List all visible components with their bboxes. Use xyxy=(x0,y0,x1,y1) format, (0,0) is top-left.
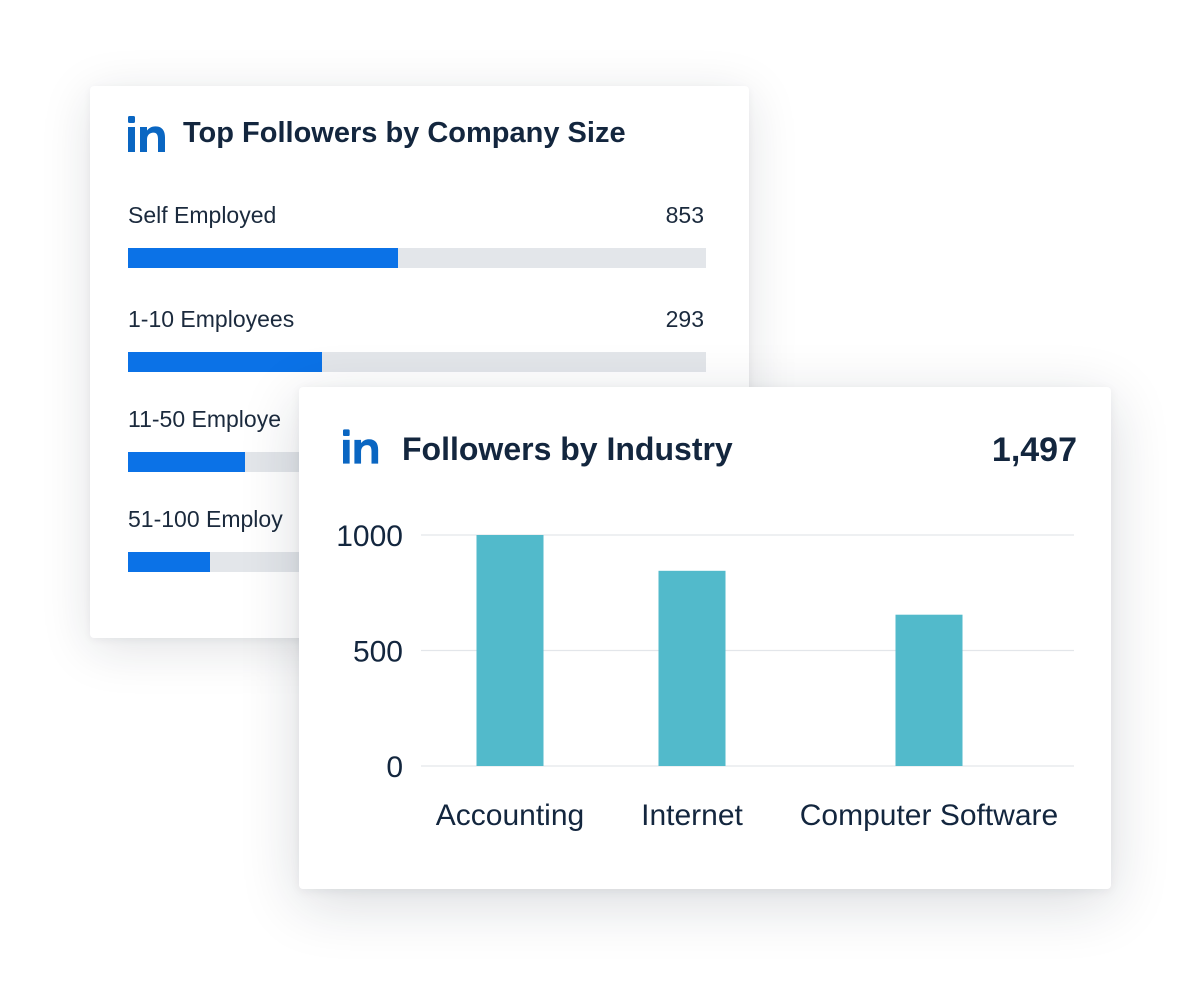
linkedin-icon xyxy=(128,116,165,152)
x-category-label: Accounting xyxy=(436,799,584,832)
industry-bar-chart: 0 500 1000 Accounting Internet Computer Softw… xyxy=(336,520,1074,832)
company-size-label: 51-100 Employ xyxy=(128,506,283,532)
company-size-track xyxy=(128,248,706,268)
company-size-bar xyxy=(128,552,210,572)
industry-bar xyxy=(658,570,726,766)
x-category-label: Internet xyxy=(641,799,743,832)
company-size-label: 11-50 Employe xyxy=(128,406,281,432)
company-size-label: 1-10 Employees xyxy=(128,306,295,332)
industry-title: Followers by Industry xyxy=(402,431,733,467)
x-category-label: Computer Software xyxy=(800,799,1058,832)
y-tick-label: 500 xyxy=(353,636,403,669)
company-size-row: Self Employed 853 xyxy=(128,202,706,272)
industry-bar xyxy=(476,535,544,766)
company-size-bar xyxy=(128,452,245,472)
y-tick-label: 0 xyxy=(386,751,403,784)
linkedin-icon xyxy=(343,429,379,464)
y-tick-label: 1000 xyxy=(336,520,403,553)
company-size-track xyxy=(128,352,706,372)
company-size-value: 293 xyxy=(665,306,704,332)
company-size-bar xyxy=(128,352,322,372)
company-size-value: 853 xyxy=(665,202,704,228)
company-size-label: Self Employed xyxy=(128,202,277,228)
company-size-row: 1-10 Employees 293 xyxy=(128,306,706,376)
company-size-bar xyxy=(128,248,398,268)
industry-bar xyxy=(895,614,963,766)
industry-total: 1,497 xyxy=(991,431,1077,469)
company-size-title: Top Followers by Company Size xyxy=(183,117,626,149)
industry-card: Followers by Industry 1,497 0 500 1000 Acco… xyxy=(299,387,1111,889)
